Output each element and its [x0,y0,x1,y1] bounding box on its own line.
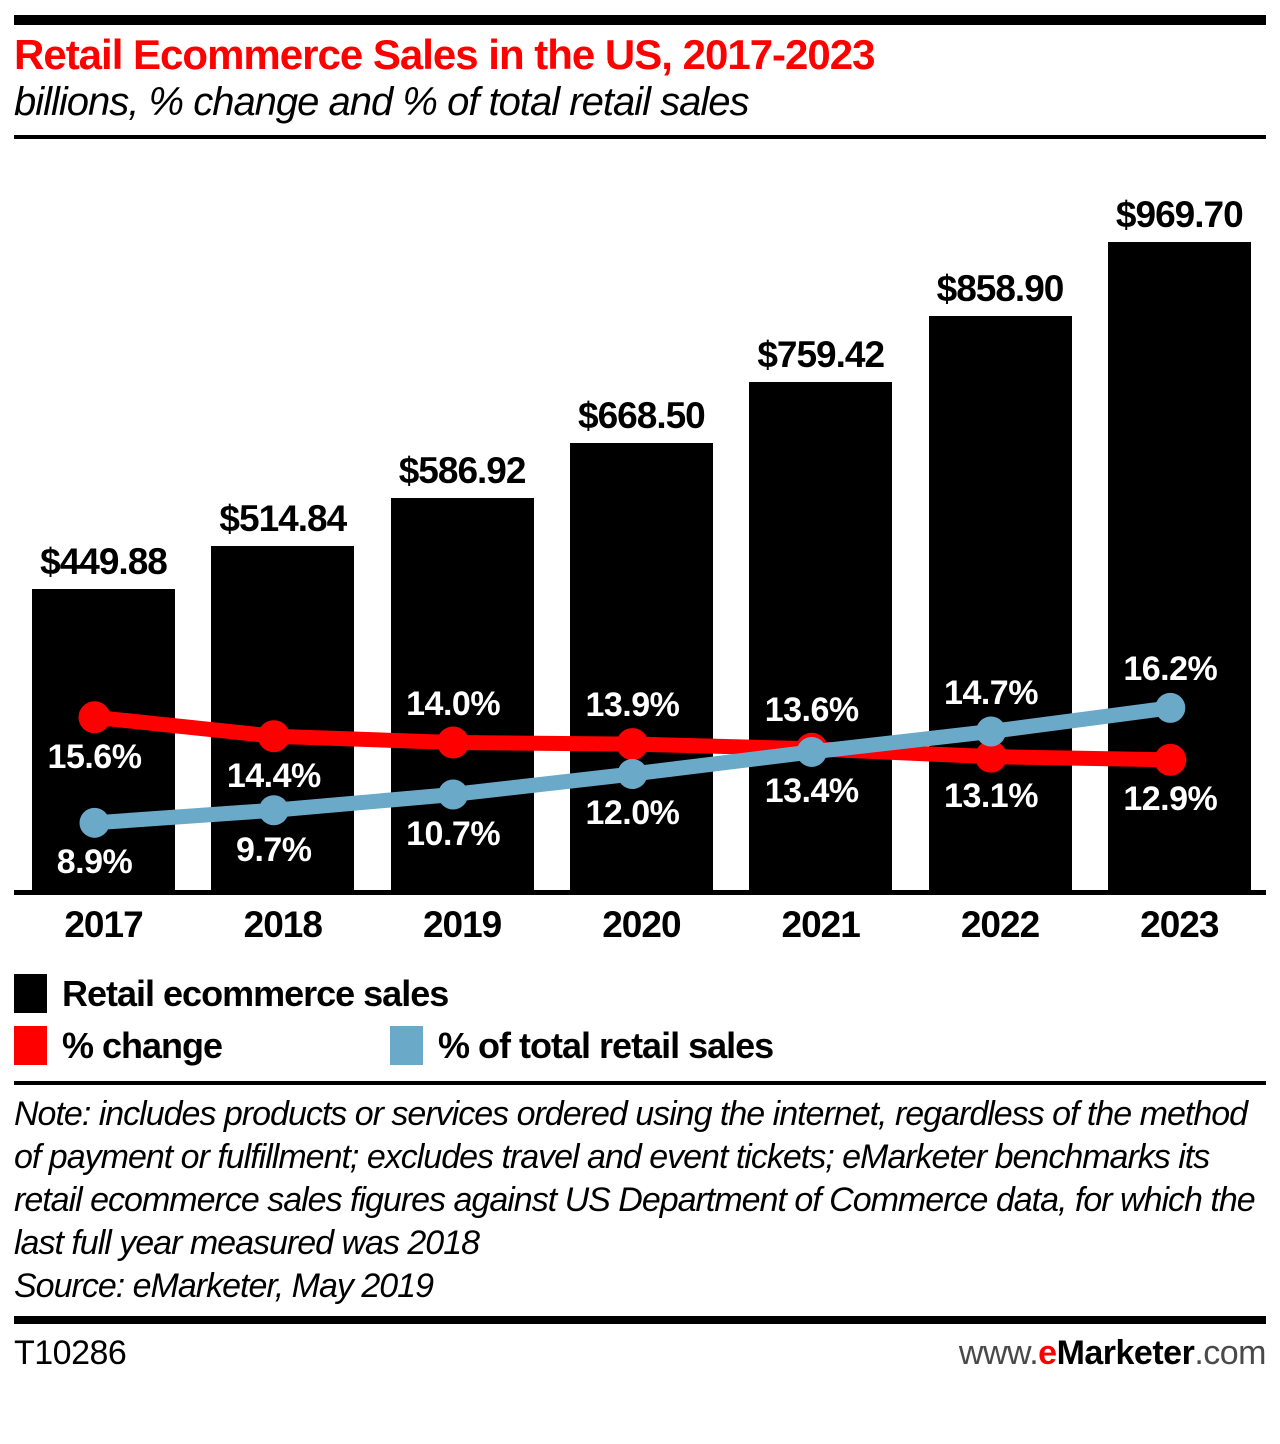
site-brand-e: e [1038,1334,1057,1373]
note-text: Note: includes products or services orde… [14,1095,1256,1263]
pct-of-total-dot [1155,693,1186,724]
line-series-canvas [78,693,1187,839]
bar-2021 [749,382,893,891]
footer-bar [14,1316,1266,1325]
bar-value-label: $668.50 [578,395,706,437]
header-accent-bar [14,15,1266,25]
site-com: .com [1194,1334,1266,1373]
legend-item-pct-of-total: % of total retail sales [390,1024,774,1066]
x-axis-tick-label: 2017 [64,904,143,946]
title-divider [14,135,1266,140]
pct-change-dot [1154,744,1187,777]
pct-of-total-label: 9.7% [236,830,312,869]
x-axis-tick-label: 2023 [1140,904,1219,946]
bar-2023 [1107,242,1251,891]
x-axis-tick-label: 2019 [422,904,502,946]
pct-of-total-label: 10.7% [406,814,501,853]
site-brand-rest: Marketer [1056,1334,1195,1373]
pct-of-total-label: 16.2% [1123,650,1218,689]
pct-of-total-dot [796,737,827,768]
pct-of-total-dot [258,795,289,826]
site-www: www. [958,1334,1039,1373]
blue-line-swatch [390,1026,424,1066]
legend-row-1: Retail ecommerce sales [14,972,1266,1014]
chart-area: $449.88 2017 $514.84 2018 $586.92 2019 $668.50… [14,140,1266,950]
pct-change-dot [437,726,470,759]
legend-item-ecommerce-sales: Retail ecommerce sales [14,972,449,1014]
bar-value-label: $969.70 [1115,194,1244,236]
pct-change-label: 13.6% [764,691,859,730]
pct-change-label: 13.1% [944,777,1038,816]
pct-change-label: 12.9% [1123,780,1218,819]
red-line-swatch [14,1026,47,1066]
pct-of-total-dot [617,759,648,790]
bar-series-swatch [14,974,47,1014]
bar-value-label: $586.92 [398,450,527,492]
bar-2019 [390,498,534,891]
legend-item-pct-change: % change [14,1024,223,1066]
pct-of-total-label: 14.7% [944,673,1038,712]
chart-title: Retail Ecommerce Sales in the US, 2017-2… [14,31,875,78]
pct-change-dot [616,728,649,761]
legend-label: Retail ecommerce sales [62,972,449,1014]
bar-value-label: $449.88 [40,541,168,583]
chart-subtitle: billions, % change and % of total retail… [14,80,749,125]
x-axis-tick-label: 2018 [243,904,323,946]
footer: T10286 www.eMarketer.com [14,1334,1266,1373]
pct-of-total-dot [79,808,110,839]
pct-change-label: 14.0% [406,684,501,723]
pct-change-label: 15.6% [47,737,142,776]
chart-legend: Retail ecommerce sales % change % of tot… [14,972,1266,1066]
pct-change-dot [78,701,111,734]
bar-2022 [928,316,1072,891]
pct-change-dot [975,741,1007,774]
chart-id: T10286 [14,1334,127,1373]
pct-of-total-dot [438,779,469,810]
x-axis-tick-label: 2021 [781,904,861,946]
bar-2018 [211,546,355,891]
pct-of-total-label: 12.0% [585,794,680,833]
x-axis-tick-label: 2022 [960,904,1040,946]
legend-label: % of total retail sales [438,1024,774,1066]
pct-change-label: 14.4% [226,756,321,795]
bar-value-label: $858.90 [936,268,1065,310]
x-axis-tick-label: 2020 [602,904,681,946]
source-text: Source: eMarketer, May 2019 [14,1267,434,1306]
pct-change-label: 13.9% [585,686,680,725]
pct-of-total-label: 8.9% [56,843,133,882]
note-divider [14,1081,1266,1086]
bar-value-label: $514.84 [219,498,347,540]
pct-change-dot [257,720,290,753]
bar-value-label: $759.42 [757,334,885,376]
emarketer-site-text: www.eMarketer.com [958,1334,1267,1373]
bar-2020 [569,443,713,891]
pct-of-total-label: 13.4% [764,772,859,811]
bar-2017 [32,589,175,891]
x-axis-line [14,890,1266,896]
legend-row-2: % change % of total retail sales [14,1024,1266,1066]
pct-of-total-dot [976,716,1006,747]
legend-label: % change [62,1024,223,1066]
